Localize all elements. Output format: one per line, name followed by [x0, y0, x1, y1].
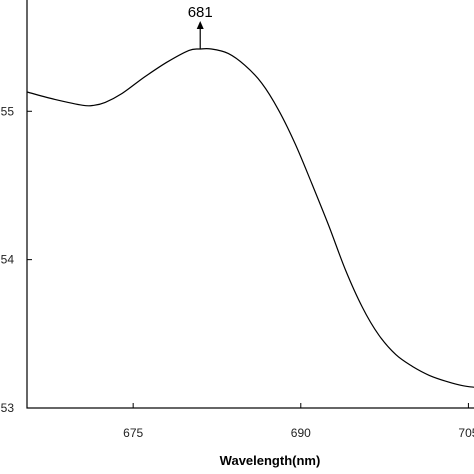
tick-labels: 675 690 705 53 54 55 — [1, 104, 474, 440]
peak-arrow-head — [196, 20, 204, 29]
tick-marks — [27, 110, 469, 409]
y-tick-label-2: 55 — [1, 104, 15, 118]
x-axis-label: Wavelength(nm) — [220, 453, 321, 468]
series-line — [26, 47, 474, 388]
y-tick-label-1: 54 — [1, 253, 15, 267]
x-tick-label-0: 675 — [123, 426, 143, 440]
x-tick-label-1: 690 — [291, 426, 311, 440]
x-tick-label-2: 705 — [458, 426, 474, 440]
peak-annotation: 681 — [188, 4, 213, 49]
y-tick-label-0: 53 — [1, 401, 15, 415]
plot-frame — [26, 0, 474, 409]
peak-label: 681 — [188, 4, 213, 21]
